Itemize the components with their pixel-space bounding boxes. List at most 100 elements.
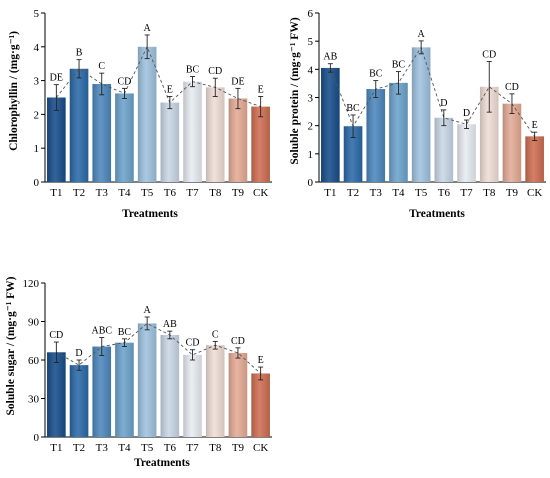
soluble-protein-significance-letter: BC [392, 60, 406, 71]
soluble-protein-x-tick-label: T3 [370, 187, 383, 199]
chlorophyllin-bar-shading [160, 102, 180, 182]
soluble-sugar-significance-letter: C [212, 329, 219, 340]
soluble-sugar-bar-shading [251, 373, 270, 437]
soluble-sugar-bar-shading [160, 334, 180, 437]
soluble-sugar-significance-letter: CD [49, 330, 63, 341]
soluble-protein-x-tick-label: T4 [392, 187, 405, 199]
chlorophyllin-bar-shading [228, 98, 248, 182]
chlorophyllin-y-tick-label: 2 [34, 109, 40, 121]
soluble-protein-bar-shading [525, 136, 544, 182]
soluble-sugar-y-tick-label: 60 [28, 355, 40, 367]
soluble-protein-x-tick-label: T7 [460, 187, 473, 199]
soluble-protein-significance-letter: D [440, 98, 447, 109]
chlorophyllin-significance-letter: A [144, 23, 152, 34]
soluble-protein-x-tick-label: T1 [324, 187, 336, 199]
chlorophyllin-bar-shading [69, 68, 89, 182]
chlorophyllin-chart: Chlorophyllin / (mg·g⁻¹) Treatments 0 1 2 3… [8, 8, 272, 220]
chlorophyllin-bar-shading [115, 93, 134, 182]
soluble-protein-y-tick-label: 2 [308, 121, 314, 133]
soluble-protein-significance-letter: CD [482, 49, 496, 60]
soluble-sugar-significance-letter: ABC [91, 326, 112, 337]
soluble-protein-chart: Soluble protein / (mg·g⁻¹ FW) Treatments… [289, 8, 546, 220]
soluble-sugar-bar-shading [47, 352, 66, 437]
chlorophyllin-y-tick-label: 3 [34, 76, 40, 88]
soluble-protein-y-tick-label: 1 [308, 149, 314, 161]
chlorophyllin-bar-shading [205, 87, 225, 182]
soluble-sugar-significance-letter: CD [186, 338, 200, 349]
chlorophyllin-significance-letter: BC [186, 65, 200, 76]
soluble-sugar-x-tick-label: T6 [164, 442, 177, 454]
soluble-sugar-significance-letter: CD [231, 336, 245, 347]
soluble-protein-x-tick-label: T5 [415, 187, 428, 199]
soluble-sugar-x-tick-label: T5 [141, 442, 154, 454]
chlorophyllin-x-tick-label: CK [253, 187, 268, 199]
soluble-sugar-y-axis-label: Soluble sugar / (mg·g⁻¹ FW) [5, 276, 17, 415]
chlorophyllin-y-tick-label: 4 [34, 42, 40, 54]
soluble-sugar-bar-shading [228, 352, 248, 437]
soluble-protein-x-tick-label: CK [527, 187, 542, 199]
soluble-sugar-x-tick-label: T2 [73, 442, 85, 454]
chlorophyllin-bar-shading [251, 106, 270, 182]
soluble-protein-bar-shading [389, 82, 408, 182]
soluble-sugar-x-tick-label: T8 [209, 442, 222, 454]
soluble-protein-bar-shading [479, 86, 499, 182]
chlorophyllin-y-tick-label: 0 [34, 177, 40, 189]
chlorophyllin-x-tick-label: T9 [232, 187, 245, 199]
soluble-sugar-significance-letter: A [144, 305, 152, 316]
soluble-sugar-y-tick-label: 120 [23, 278, 40, 290]
soluble-protein-x-tick-label: T9 [506, 187, 519, 199]
chlorophyllin-x-axis-label: Treatments [122, 208, 178, 220]
chlorophyllin-bar-shading [47, 97, 66, 182]
chlorophyllin-significance-letter: CD [208, 66, 222, 77]
chlorophyllin-significance-letter: CD [117, 76, 131, 87]
chlorophyllin-significance-letter: B [76, 48, 83, 59]
chlorophyllin-x-tick-label: T2 [73, 187, 85, 199]
soluble-protein-significance-letter: BC [346, 103, 360, 114]
chlorophyllin-x-tick-label: T3 [96, 187, 109, 199]
chlorophyllin-x-tick-label: T6 [164, 187, 177, 199]
soluble-sugar-trend-line [56, 322, 261, 374]
soluble-sugar-x-tick-label: T4 [118, 442, 131, 454]
chlorophyllin-bar-shading [183, 81, 202, 182]
soluble-protein-bar-shading [321, 67, 340, 182]
soluble-sugar-chart: Soluble sugar / (mg·g⁻¹ FW) Treatments 0… [5, 276, 272, 469]
soluble-protein-significance-letter: E [532, 120, 538, 131]
soluble-protein-significance-letter: A [418, 29, 426, 40]
chlorophyllin-significance-letter: E [258, 84, 264, 95]
soluble-sugar-y-tick-label: 30 [28, 394, 40, 406]
soluble-protein-y-tick-label: 5 [308, 36, 314, 48]
chlorophyllin-significance-letter: C [98, 61, 105, 72]
soluble-protein-significance-letter: CD [505, 82, 519, 93]
chlorophyllin-y-tick-label: 1 [34, 143, 40, 155]
soluble-sugar-bar-shading [183, 354, 202, 437]
soluble-sugar-bar-shading [137, 323, 157, 437]
soluble-protein-bar-shading [434, 117, 454, 182]
soluble-protein-y-tick-label: 6 [308, 8, 314, 20]
soluble-protein-bar-shading [411, 47, 431, 182]
soluble-sugar-y-tick-label: 0 [34, 432, 40, 444]
soluble-sugar-bar-shading [69, 365, 89, 437]
chlorophyllin-x-tick-label: T4 [118, 187, 131, 199]
chlorophyllin-significance-letter: DE [231, 76, 244, 87]
soluble-protein-x-tick-label: T2 [347, 187, 359, 199]
soluble-protein-y-tick-label: 3 [308, 93, 314, 105]
soluble-protein-x-axis-label: Treatments [409, 208, 465, 220]
chlorophyllin-x-tick-label: T7 [186, 187, 199, 199]
soluble-sugar-significance-letter: BC [118, 327, 132, 338]
soluble-sugar-significance-letter: AB [163, 319, 177, 330]
chlorophyllin-bar-shading [137, 46, 157, 182]
soluble-sugar-bar-shading [205, 345, 225, 437]
soluble-protein-x-tick-label: T6 [438, 187, 451, 199]
soluble-sugar-x-tick-label: T3 [96, 442, 109, 454]
soluble-protein-y-tick-label: 4 [308, 64, 314, 76]
soluble-sugar-x-tick-label: CK [253, 442, 268, 454]
chlorophyllin-y-axis-label: Chlorophyllin / (mg·g⁻¹) [8, 31, 20, 151]
chlorophyllin-x-tick-label: T8 [209, 187, 222, 199]
soluble-sugar-x-axis-label: Treatments [134, 457, 190, 469]
soluble-protein-significance-letter: BC [369, 69, 383, 80]
chlorophyllin-bar-shading [92, 83, 112, 182]
soluble-sugar-x-tick-label: T7 [186, 442, 199, 454]
chlorophyllin-significance-letter: E [167, 84, 173, 95]
